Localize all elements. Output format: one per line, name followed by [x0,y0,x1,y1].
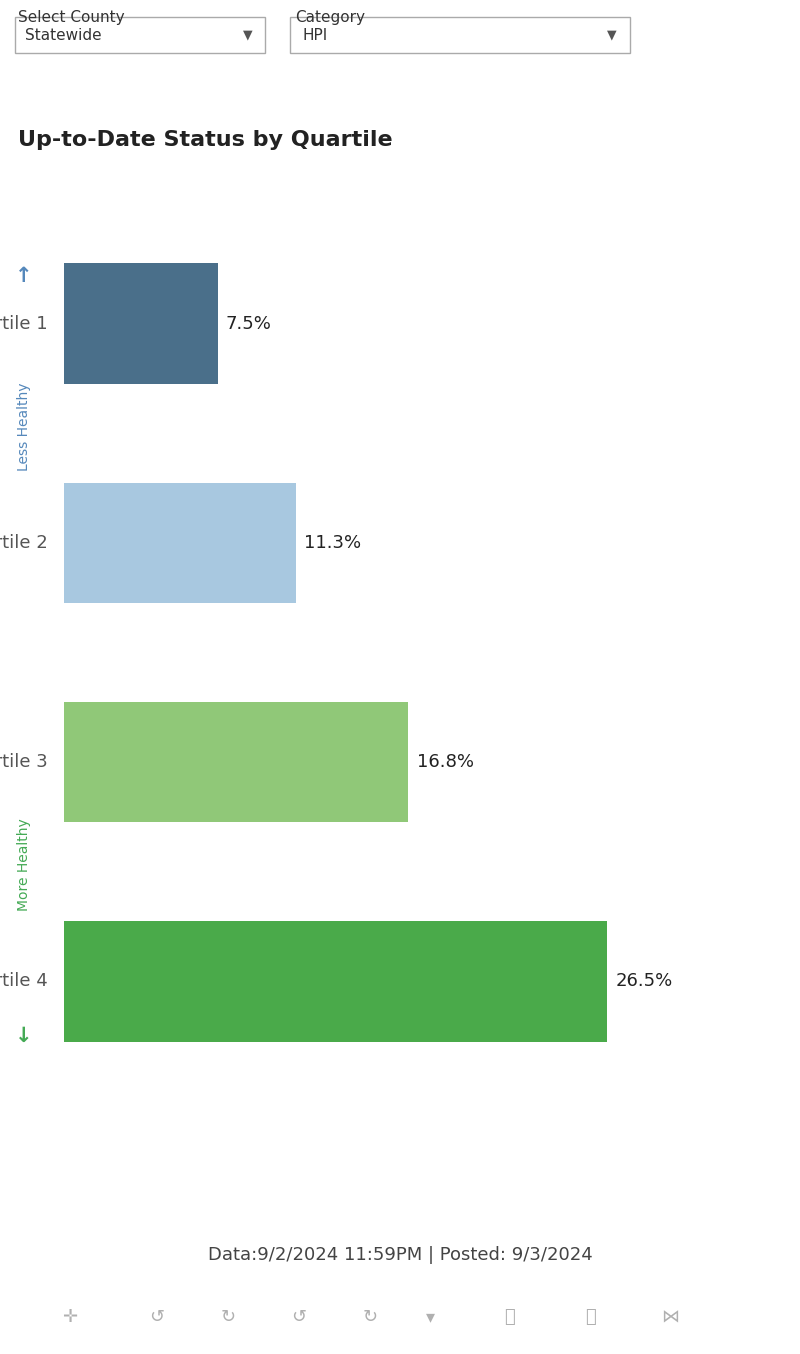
Text: Up-to-Date Status by Quartile: Up-to-Date Status by Quartile [18,130,393,150]
Text: 7.5%: 7.5% [226,314,272,333]
Text: ↻: ↻ [221,1308,235,1326]
Text: 11.3%: 11.3% [304,533,361,552]
Text: ▼: ▼ [607,28,617,42]
Text: Category: Category [295,9,365,24]
Text: ⬜: ⬜ [505,1308,515,1326]
Text: Quartile 1: Quartile 1 [0,314,48,333]
Text: ↑: ↑ [15,267,33,286]
Text: Less Healthy: Less Healthy [17,382,31,471]
Bar [64,921,607,1041]
Text: 26.5%: 26.5% [615,972,673,991]
Text: Statewide: Statewide [25,27,102,42]
FancyBboxPatch shape [15,18,265,53]
Text: ↺: ↺ [291,1308,306,1326]
Text: ⋈: ⋈ [661,1308,679,1326]
Bar [64,701,409,822]
Text: More Healthy: More Healthy [17,819,31,911]
Text: Select County: Select County [18,9,125,24]
Text: Data:9/2/2024 11:59PM | Posted: 9/3/2024: Data:9/2/2024 11:59PM | Posted: 9/3/2024 [208,1246,592,1265]
Text: ↓: ↓ [15,1025,33,1045]
Text: 16.8%: 16.8% [417,753,474,772]
FancyBboxPatch shape [290,18,630,53]
Text: ▼: ▼ [243,28,253,42]
Text: Quartile 4: Quartile 4 [0,972,48,991]
Text: ↺: ↺ [150,1308,165,1326]
Text: ✛: ✛ [62,1308,78,1326]
Bar [64,263,218,383]
Bar [64,482,296,603]
Text: Quartile 3: Quartile 3 [0,753,48,772]
Text: HPI: HPI [302,27,327,42]
Text: Quartile 2: Quartile 2 [0,533,48,552]
Text: ⬜: ⬜ [585,1308,595,1326]
Text: ▾: ▾ [426,1308,434,1326]
Text: ↻: ↻ [362,1308,378,1326]
